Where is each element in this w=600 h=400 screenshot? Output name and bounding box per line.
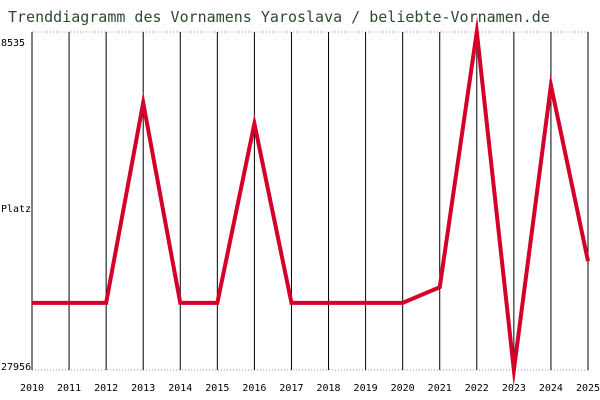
y-axis-label: Platz (1, 204, 31, 215)
y-axis: 8535 Platz 27956 (1, 38, 31, 373)
y-tick-label-top: 8535 (1, 38, 25, 49)
x-tick-label-2015: 2015 (205, 383, 229, 394)
x-tick-label-2013: 2013 (131, 383, 155, 394)
x-tick-label-2025: 2025 (576, 383, 600, 394)
chart-title: Trenddiagramm des Vornamens Yaroslava / … (8, 8, 550, 26)
grid (31, 31, 589, 371)
x-tick-label-2023: 2023 (502, 383, 526, 394)
x-tick-label-2017: 2017 (279, 383, 303, 394)
x-tick-label-2019: 2019 (354, 383, 378, 394)
x-tick-label-2012: 2012 (94, 383, 118, 394)
series-line (32, 16, 590, 387)
x-tick-label-2024: 2024 (539, 383, 563, 394)
x-tick-label-2011: 2011 (57, 383, 81, 394)
x-tick-label-2014: 2014 (168, 383, 192, 394)
y-tick-label-bottom: 27956 (1, 362, 31, 373)
x-tick-label-2018: 2018 (316, 383, 340, 394)
x-tick-label-2016: 2016 (242, 383, 266, 394)
x-tick-label-2010: 2010 (20, 383, 44, 394)
x-tick-label-2020: 2020 (391, 383, 415, 394)
x-tick-label-2021: 2021 (428, 383, 452, 394)
x-axis: 2010 2011 2012 2013 2014 2015 2016 2017 2018 2019… (20, 383, 600, 394)
series (32, 16, 590, 387)
x-tick-label-2022: 2022 (465, 383, 489, 394)
